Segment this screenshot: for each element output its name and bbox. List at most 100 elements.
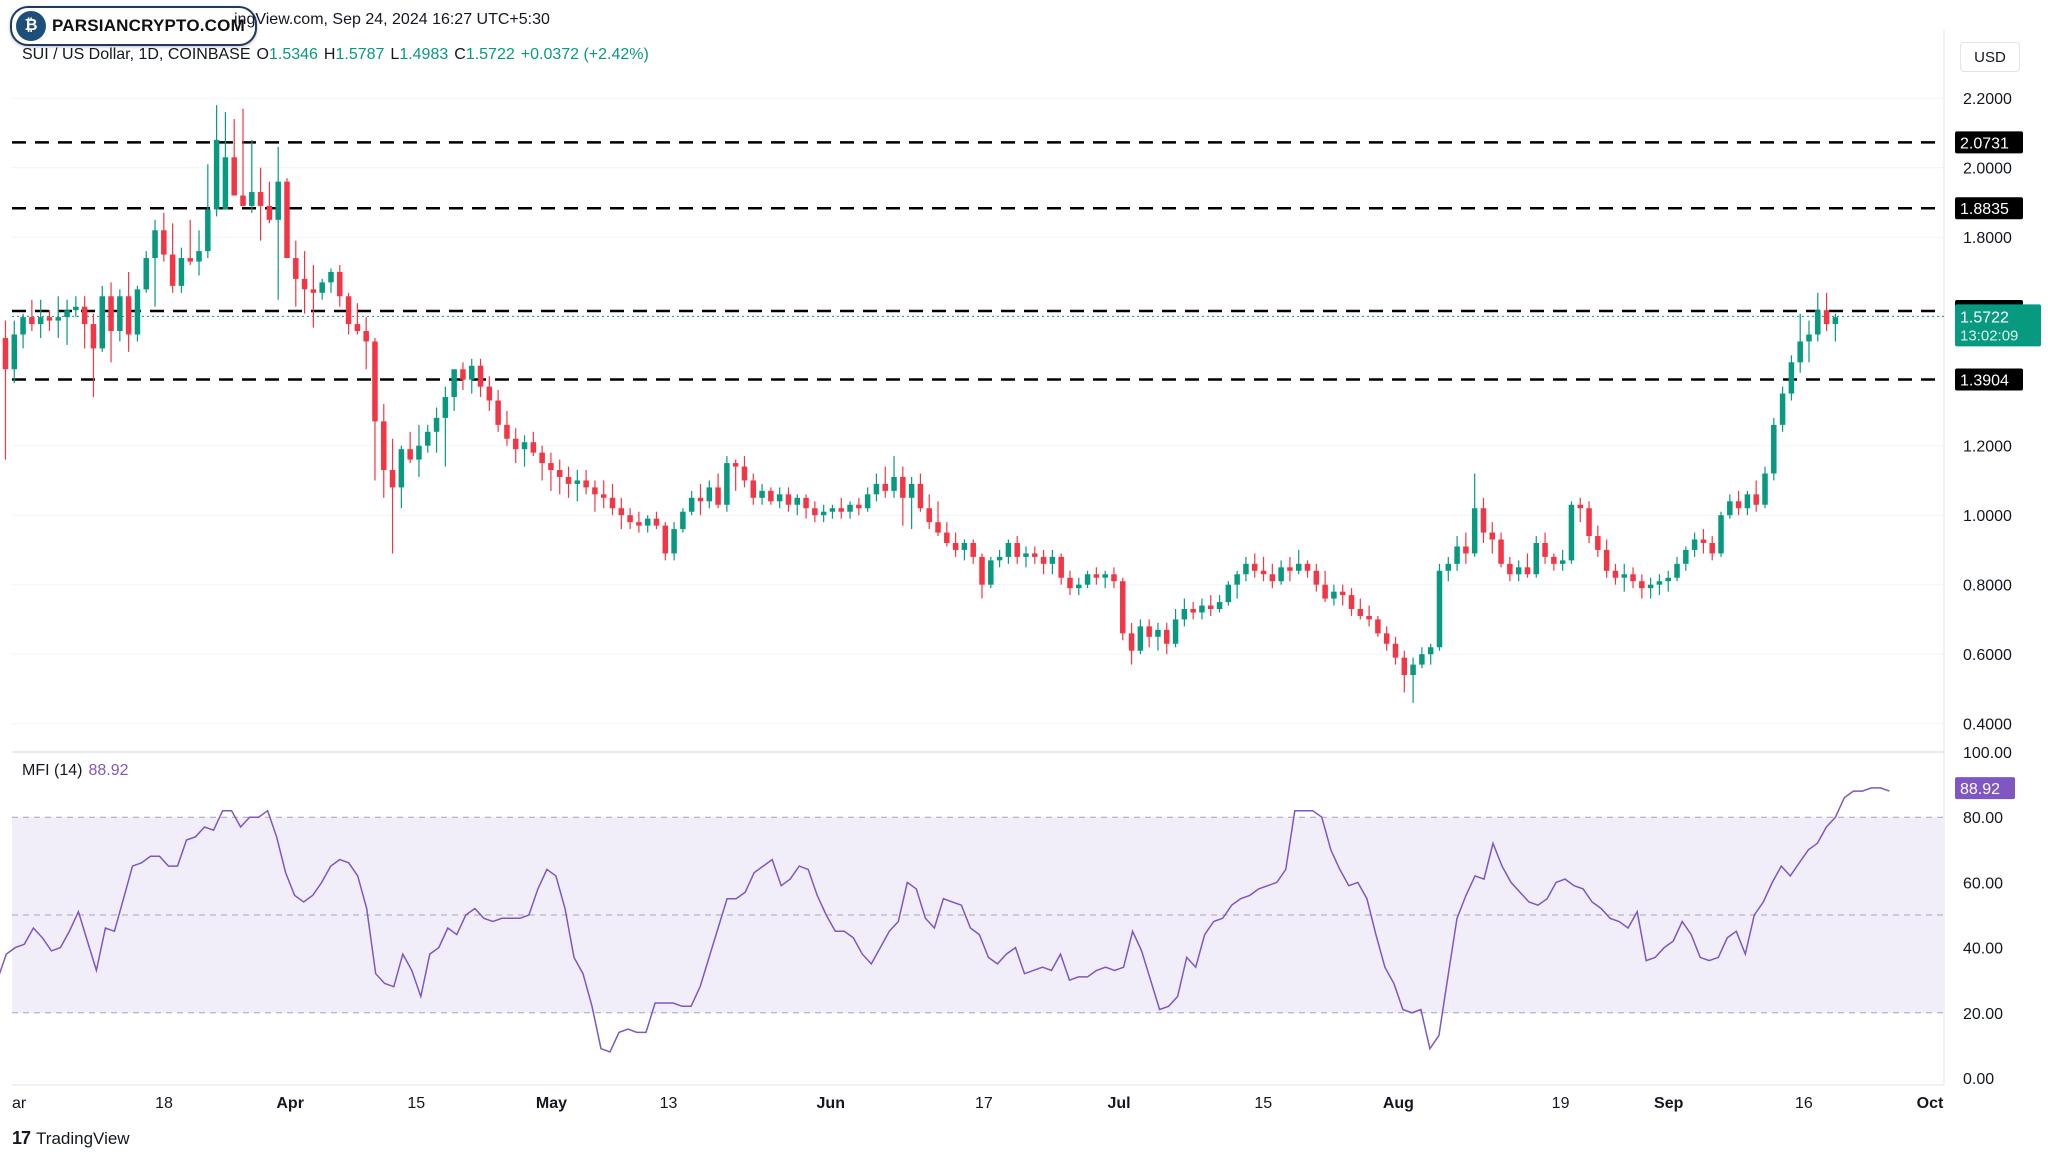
candle-body [178, 258, 185, 286]
candle-body [1208, 605, 1214, 610]
candle-body [64, 310, 70, 318]
candle-body [1427, 647, 1434, 655]
candle-body [908, 483, 915, 498]
candle-body [1445, 563, 1452, 571]
candle-body [944, 532, 950, 543]
candle-body [1111, 574, 1117, 582]
price-tick-label: 2.0000 [1963, 161, 2012, 178]
candle-body [319, 282, 325, 293]
time-tick-label: May [536, 1095, 567, 1112]
candle-body [1260, 570, 1267, 575]
candle-body [724, 463, 730, 505]
candle-body [1436, 570, 1443, 648]
high-value: 1.5787 [335, 46, 385, 63]
candle-body [1586, 508, 1592, 537]
candle-body [442, 397, 449, 418]
candle-body [460, 369, 466, 380]
candle-body [706, 487, 713, 502]
price-tick-label: 0.8000 [1963, 578, 2012, 595]
tradingview-brand[interactable]: 17 TradingView [12, 1128, 130, 1149]
countdown-label: 13:02:09 [1960, 327, 2018, 344]
candle-body [600, 494, 607, 498]
candle-body [794, 497, 801, 505]
candle-body [952, 542, 959, 550]
candle-body [381, 421, 387, 471]
candle-body [1551, 556, 1557, 564]
watermark-badge: ₿ PARSIANCRYPTO.COM [10, 6, 257, 46]
candle-body [776, 494, 783, 502]
candle-body [556, 470, 563, 477]
candle-body [46, 317, 53, 321]
candle-body [1498, 539, 1504, 564]
candle-body [1674, 563, 1680, 578]
candle-body [741, 466, 748, 481]
candle-body [1665, 577, 1671, 582]
mfi-line [0, 787, 1890, 1053]
candle-body [847, 504, 853, 512]
candle-body [372, 341, 378, 422]
candle-body [521, 442, 528, 450]
price-tick-label: 0.6000 [1963, 647, 2012, 664]
candle-body [512, 438, 519, 450]
candle-body [1647, 584, 1654, 589]
candle-body [697, 497, 704, 502]
candle-body [275, 181, 281, 220]
open-label: O [256, 46, 269, 63]
candle-body [240, 195, 246, 206]
candle-body [1146, 626, 1152, 637]
candle-body [169, 254, 176, 286]
time-tick-label: Jun [817, 1095, 845, 1112]
level-label: 1.3904 [1960, 373, 2009, 390]
symbol-title[interactable]: SUI / US Dollar, 1D, COINBASE [22, 46, 251, 63]
candle-body [1049, 556, 1056, 564]
candle-body [864, 494, 871, 509]
candle-body [1287, 567, 1293, 571]
candle-body [29, 317, 35, 325]
candle-body [301, 278, 308, 290]
candle-body [187, 258, 193, 262]
candle-body [812, 508, 818, 516]
candle-body [1471, 508, 1478, 554]
last-price-box [1955, 304, 2041, 347]
candle-body [1120, 581, 1126, 634]
candle-body [1155, 629, 1161, 637]
candle-body [970, 542, 976, 557]
candle-body [627, 515, 633, 523]
candle-body [671, 529, 677, 554]
candle-body [829, 508, 836, 512]
candle-body [55, 317, 62, 321]
mfi-tick-label: 100.00 [1963, 745, 2012, 762]
candle-body [134, 289, 141, 335]
candle-body [548, 463, 554, 471]
candle-body [354, 324, 361, 332]
candle-body [1480, 508, 1487, 533]
candle-body [539, 452, 545, 464]
candle-body [1383, 633, 1390, 644]
candle-body [891, 476, 897, 491]
candle-body [1357, 609, 1364, 616]
candle-body [1278, 567, 1284, 582]
candle-body [1524, 567, 1531, 575]
candle-body [935, 522, 941, 533]
candle-body [293, 258, 299, 279]
price-tick-label: 2.2000 [1963, 91, 2012, 108]
price-tick-label: 1.2000 [1963, 439, 2012, 456]
candle-body [917, 483, 924, 509]
candle-body [468, 365, 475, 380]
close-label: C [454, 46, 466, 63]
tradingview-logo-icon: 17 [12, 1128, 31, 1148]
time-tick-label: Jul [1108, 1095, 1131, 1112]
currency-button[interactable]: USD [1960, 42, 2020, 72]
candle-body [11, 334, 18, 370]
candle-body [1683, 549, 1689, 564]
price-tick-label: 0.4000 [1963, 717, 2012, 734]
time-tick-label: 18 [155, 1095, 173, 1112]
candle-body [20, 317, 26, 335]
time-tick-label: 15 [407, 1095, 425, 1112]
candle-body [750, 480, 757, 498]
candle-body [407, 449, 413, 460]
candle-body [732, 463, 739, 467]
candle-body [213, 139, 220, 210]
candle-body [1331, 591, 1337, 599]
